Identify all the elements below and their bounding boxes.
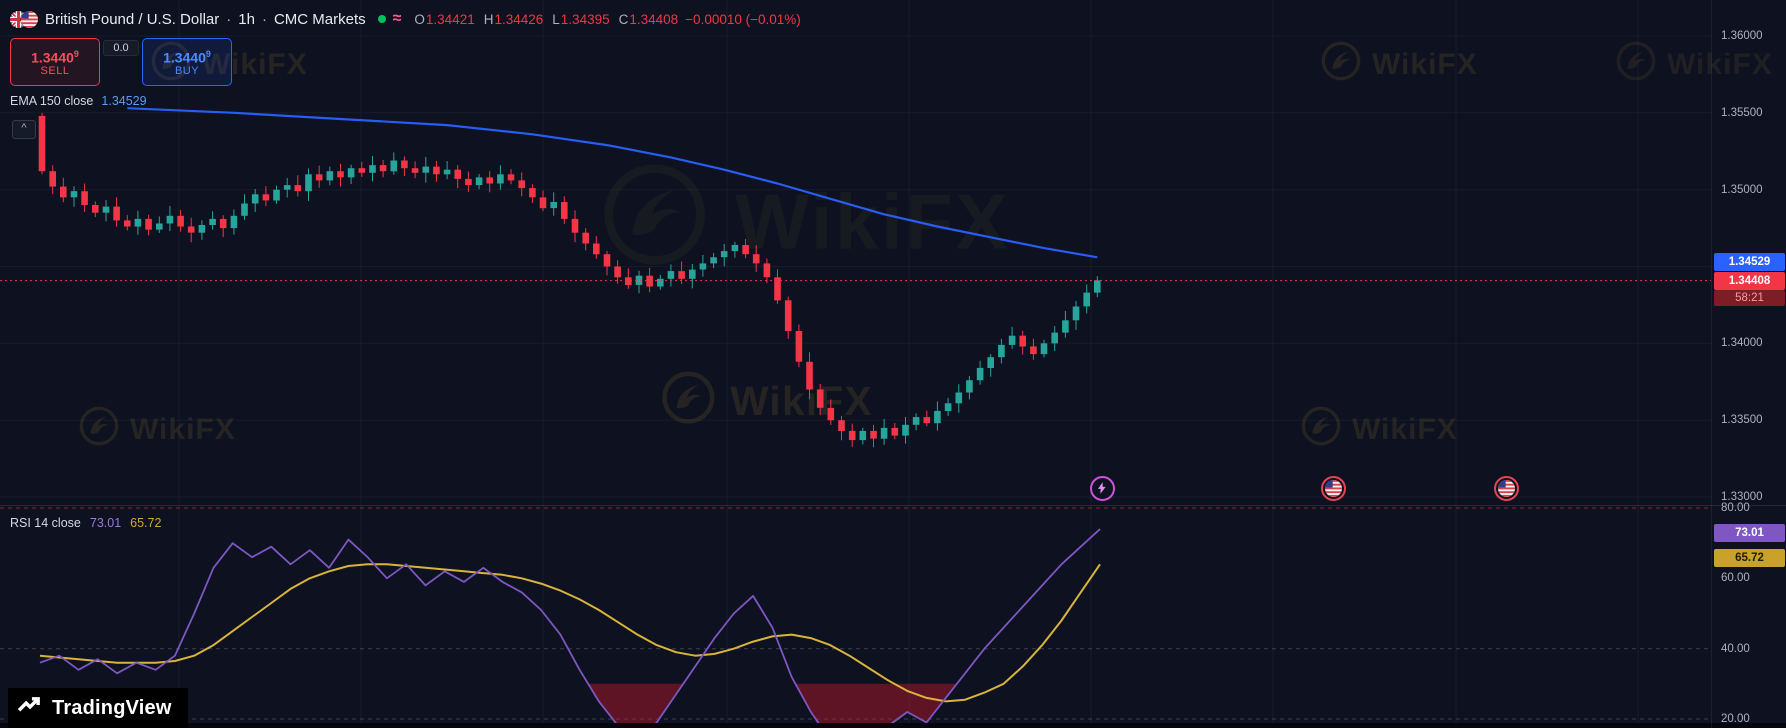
- chart-canvas[interactable]: [0, 0, 1711, 728]
- price-axis-label: 1.35000: [1721, 183, 1763, 196]
- wikifx-eagle-icon: [660, 369, 717, 437]
- wikifx-watermark: WikiFX: [150, 40, 308, 90]
- wikifx-watermark-text: WikiFX: [730, 380, 873, 425]
- price-axis[interactable]: 1.36000 1.35500 1.35000 1.34000 1.33500 1.330…: [1711, 0, 1786, 728]
- pane-separator[interactable]: [0, 505, 1786, 506]
- sell-price: 1.34409: [31, 48, 79, 66]
- separator: ·: [261, 10, 267, 28]
- chart-header: British Pound / U.S. Dollar · 1h · CMC M…: [10, 6, 801, 32]
- low-value: 1.34395: [560, 11, 610, 27]
- ema-legend[interactable]: EMA 150 close 1.34529: [10, 94, 147, 108]
- wikifx-eagle-icon: [78, 405, 120, 455]
- wikifx-watermark: WikiFX: [660, 369, 873, 437]
- high-label: H: [483, 11, 494, 27]
- price-axis-label: 1.33500: [1721, 414, 1763, 427]
- wikifx-eagle-icon: [1320, 40, 1362, 90]
- last-price-badge: 1.34408: [1714, 271, 1785, 290]
- wikifx-eagle-icon: [1615, 40, 1657, 90]
- low-label: L: [552, 11, 560, 27]
- tradingview-logo-icon: [17, 695, 43, 721]
- open-label: O: [414, 11, 425, 27]
- price-axis-label: 1.36000: [1721, 30, 1763, 42]
- rsi-axis-label: 80.00: [1721, 502, 1750, 514]
- sell-label: SELL: [40, 65, 70, 78]
- wikifx-watermark: WikiFX: [600, 160, 1010, 290]
- usd-flag-icon: [21, 10, 38, 28]
- rsi-legend[interactable]: RSI 14 close 73.01 65.72: [10, 516, 161, 530]
- trade-panel: 1.34409 SELL 0.0 1.34409 BUY: [10, 38, 232, 86]
- buy-price: 1.34409: [163, 48, 211, 66]
- rsi-ma-value-badge: 65.72: [1714, 549, 1785, 568]
- wikifx-watermark: WikiFX: [1300, 405, 1458, 455]
- wikifx-watermark-text: WikiFX: [735, 180, 1011, 267]
- wikifx-eagle-icon: [1300, 405, 1342, 455]
- price-change: −0.00010 (−0.01%): [685, 11, 801, 27]
- separator: ·: [226, 10, 232, 28]
- high-value: 1.34426: [494, 11, 544, 27]
- wikifx-watermark: WikiFX: [1615, 40, 1773, 90]
- wikifx-watermark-text: WikiFX: [1372, 48, 1478, 81]
- us-flag-event-icon[interactable]: [1493, 475, 1519, 501]
- rsi-legend-value: 73.01: [89, 516, 122, 530]
- rsi-axis-label: 20.00: [1721, 713, 1750, 725]
- ohlc-readout: O 1.34421 H 1.34426 L 1.34395 C 1.34408: [414, 12, 678, 27]
- bottom-strip: [0, 723, 1786, 728]
- rsi-ma-legend-value: 65.72: [130, 516, 162, 530]
- open-value: 1.34421: [425, 11, 475, 27]
- close-label: C: [618, 11, 629, 27]
- spread-value: 0.0: [103, 40, 139, 56]
- price-axis-label: 1.34000: [1721, 337, 1763, 350]
- wikifx-watermark-text: WikiFX: [1667, 48, 1773, 81]
- wikifx-watermark-text: WikiFX: [1352, 413, 1458, 446]
- ema-value-badge: 1.34529: [1714, 253, 1785, 272]
- wikifx-eagle-icon: [600, 160, 709, 290]
- us-flag-event-icon[interactable]: [1320, 475, 1346, 501]
- symbol-flags: [10, 10, 38, 28]
- rsi-axis-label: 40.00: [1721, 642, 1750, 655]
- tradingview-logo-text: TradingView: [52, 696, 172, 719]
- interval-selector[interactable]: 1h: [238, 10, 255, 28]
- wikifx-watermark-text: WikiFX: [202, 48, 308, 81]
- collapse-legend-button[interactable]: ^: [12, 120, 36, 139]
- symbol-title[interactable]: British Pound / U.S. Dollar: [45, 10, 220, 28]
- lightning-event-icon[interactable]: [1089, 475, 1115, 501]
- buy-button[interactable]: 1.34409 BUY: [142, 38, 232, 86]
- delayed-data-icon: ≈: [392, 10, 402, 27]
- ema-legend-label: EMA 150 close: [10, 94, 94, 108]
- wikifx-watermark: WikiFX: [1320, 40, 1478, 90]
- rsi-axis-label: 60.00: [1721, 572, 1750, 585]
- buy-label: BUY: [174, 65, 200, 78]
- ema-legend-value: 1.34529: [101, 94, 147, 108]
- market-open-dot-icon: [377, 15, 386, 23]
- wikifx-eagle-icon: [150, 40, 192, 90]
- price-axis-label: 1.33000: [1721, 491, 1763, 503]
- close-value: 1.34408: [629, 11, 679, 27]
- tradingview-logo[interactable]: TradingView: [8, 688, 188, 728]
- sell-button[interactable]: 1.34409 SELL: [10, 38, 100, 86]
- price-axis-label: 1.35500: [1721, 106, 1763, 119]
- broker-name: CMC Markets: [273, 10, 366, 28]
- bar-countdown-badge: 58:21: [1714, 289, 1785, 306]
- wikifx-watermark: WikiFX: [78, 405, 236, 455]
- rsi-value-badge: 73.01: [1714, 523, 1785, 542]
- rsi-legend-label: RSI 14 close: [10, 516, 81, 530]
- wikifx-watermark-text: WikiFX: [130, 413, 236, 446]
